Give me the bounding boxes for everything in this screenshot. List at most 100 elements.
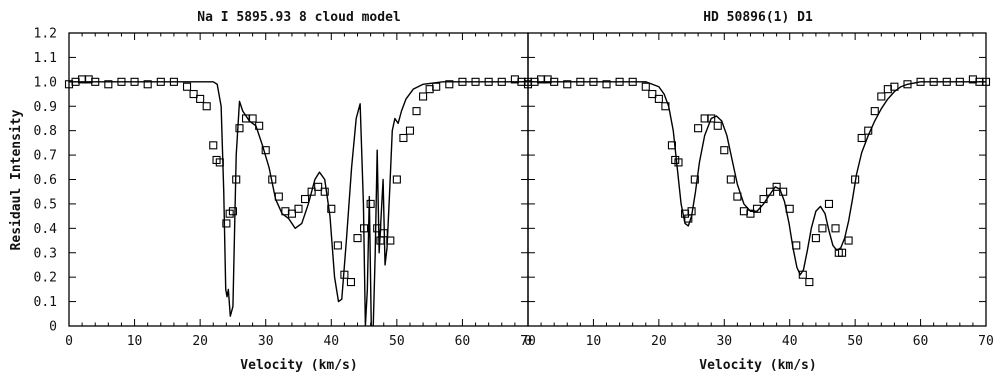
y-tick-label: 0.5 <box>34 197 57 212</box>
model-line <box>69 81 528 326</box>
data-point <box>615 77 624 86</box>
data-point <box>274 192 283 201</box>
data-point <box>405 126 415 135</box>
data-point <box>366 199 375 208</box>
data-point <box>484 77 493 86</box>
x-tick-label: 60 <box>913 334 929 349</box>
data-point <box>268 175 277 184</box>
data-point <box>779 187 788 196</box>
data-point <box>576 77 585 86</box>
data-point <box>641 82 650 91</box>
data-point <box>445 80 454 89</box>
data-point <box>189 89 198 99</box>
x-tick-label: 70 <box>978 334 994 349</box>
data-point <box>301 194 310 204</box>
data-point <box>667 141 676 150</box>
y-axis-label: Residaul Intensity <box>9 109 24 250</box>
data-point <box>399 133 408 143</box>
y-tick-label: 0.7 <box>34 149 57 164</box>
data-point <box>824 199 834 208</box>
data-point <box>425 85 434 94</box>
data-point <box>340 270 349 279</box>
data-point <box>117 77 126 86</box>
data-point <box>432 82 441 91</box>
data-point <box>602 80 611 89</box>
data-point <box>687 207 696 216</box>
x-tick-label: 30 <box>716 334 732 349</box>
data-point <box>169 77 178 86</box>
data-point <box>818 224 827 233</box>
data-point <box>811 234 820 243</box>
panel-title: Na I 5895.93 8 cloud model <box>197 10 401 25</box>
data-point <box>182 82 192 91</box>
data-point <box>792 241 801 250</box>
data-point <box>785 204 794 213</box>
data-point <box>248 114 257 123</box>
data-point <box>346 277 356 287</box>
data-point <box>942 77 951 86</box>
data-point <box>386 236 395 245</box>
data-point <box>831 224 840 233</box>
data-point <box>419 92 428 101</box>
data-point <box>903 80 912 89</box>
data-point <box>156 77 165 86</box>
data-point <box>589 77 598 86</box>
data-point <box>392 175 401 184</box>
data-point <box>232 175 241 184</box>
x-tick-label: 30 <box>258 334 274 349</box>
data-point <box>261 146 270 155</box>
data-point <box>851 175 860 184</box>
data-point <box>798 270 807 279</box>
data-point <box>235 124 244 133</box>
x-tick-label: 50 <box>389 334 405 349</box>
data-point <box>690 175 699 184</box>
data-point <box>333 241 342 250</box>
data-point <box>563 80 572 89</box>
data-point <box>222 219 231 228</box>
data-point <box>412 107 421 116</box>
data-point <box>739 207 748 216</box>
data-point <box>458 77 467 86</box>
plot-area <box>523 75 991 287</box>
x-tick-label: 10 <box>127 334 143 349</box>
data-point <box>720 146 729 155</box>
y-tick-label: 1.2 <box>34 27 57 42</box>
data-point <box>373 224 382 233</box>
data-point <box>661 102 670 111</box>
panel-hd-50896: HD 50896(1) D1 Velocity (km/s) 0 10 20 30 40… <box>523 10 994 373</box>
data-point <box>733 192 742 201</box>
data-point <box>746 209 755 218</box>
data-point <box>255 121 264 130</box>
data-point <box>890 82 899 91</box>
data-point <box>215 158 224 167</box>
panel-na-i-model: Na I 5895.93 8 cloud model Residaul Inte… <box>9 10 536 373</box>
data-point <box>713 121 722 130</box>
data-point <box>726 175 735 184</box>
y-tick-label: 0 <box>49 320 57 335</box>
plot-frame <box>527 32 987 327</box>
x-tick-label: 20 <box>651 334 667 349</box>
data-point <box>883 85 892 94</box>
y-tick-label: 0.2 <box>34 271 57 286</box>
data-point <box>707 114 716 123</box>
tick-group: 0 10 20 30 40 50 60 7000.10.20.30.40.50.60.70.8… <box>34 27 536 350</box>
y-tick-label: 0.8 <box>34 124 57 139</box>
plot-area <box>64 75 533 326</box>
data-point <box>628 77 637 86</box>
data-point <box>648 89 657 99</box>
data-point <box>752 204 762 213</box>
data-point <box>550 77 559 86</box>
plot-frame <box>68 32 529 327</box>
data-point <box>91 77 100 86</box>
data-point <box>870 107 879 116</box>
y-tick-label: 0.1 <box>34 295 57 310</box>
data-point <box>202 102 211 111</box>
y-tick-label: 0.3 <box>34 246 57 261</box>
data-point <box>471 77 480 86</box>
x-tick-label: 0 <box>524 334 532 349</box>
x-tick-label: 0 <box>65 334 73 349</box>
x-tick-label: 40 <box>782 334 798 349</box>
data-point <box>379 229 388 238</box>
data-point <box>360 224 369 233</box>
